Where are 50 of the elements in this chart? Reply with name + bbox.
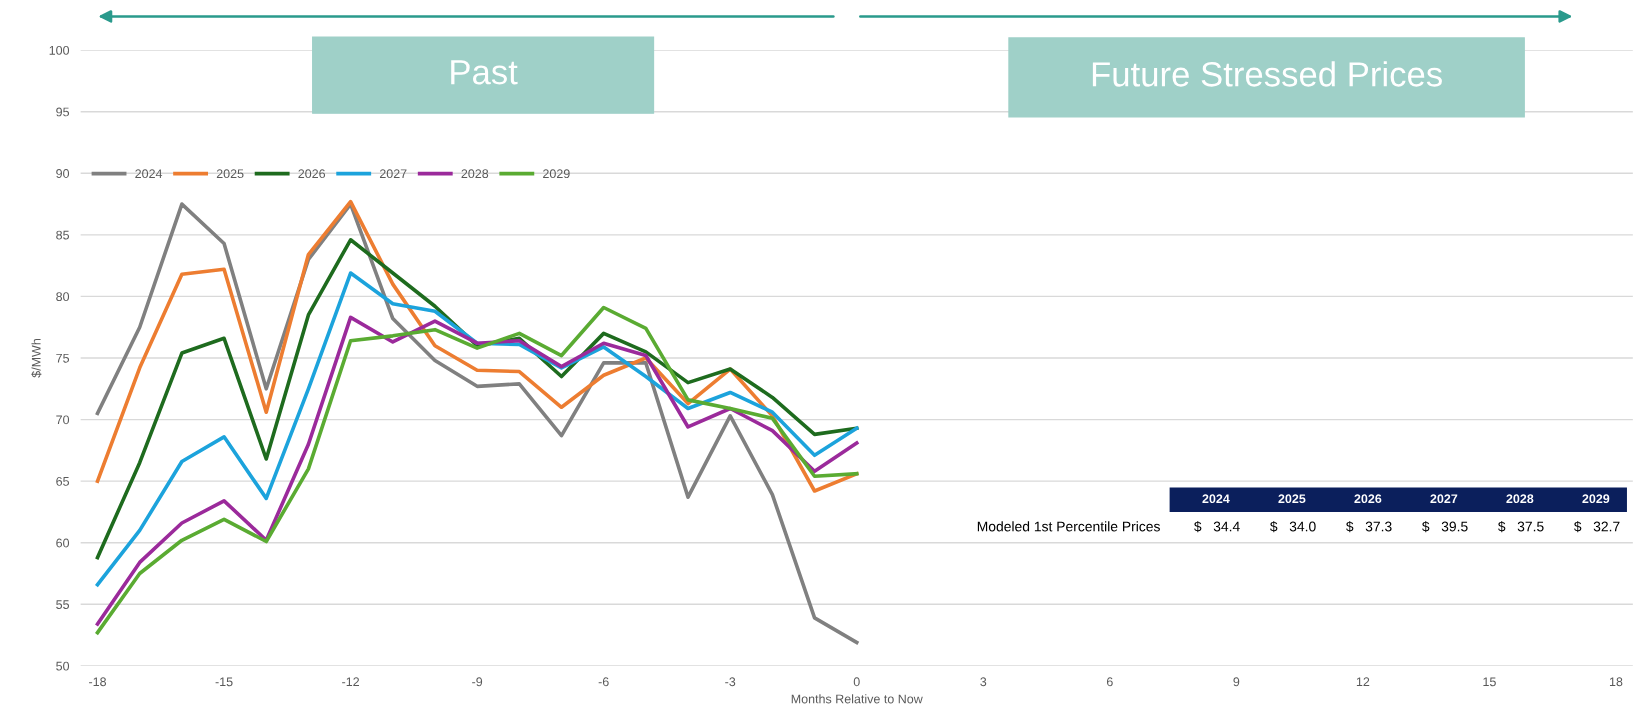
annotation: $ 37.3 [1346, 521, 1392, 533]
annotation: $ 39.5 [1422, 521, 1468, 533]
annotation: 2025 [1278, 494, 1306, 504]
annotation: 2029 [1582, 494, 1610, 504]
x-tick-label: 6 [1106, 677, 1113, 687]
y-tick-label: 70 [56, 415, 70, 425]
x-tick-label: -12 [342, 677, 359, 687]
annotation: 2028 [1506, 494, 1534, 504]
legend-label: 2025 [216, 169, 244, 179]
legend-label: 2026 [298, 169, 326, 179]
annotation: Modeled 1st Percentile Prices [977, 521, 1160, 532]
annotation: Past [451, 60, 518, 85]
y-tick-label: 80 [56, 292, 70, 302]
annotation: 2027 [1430, 494, 1458, 504]
x-tick-label: -15 [215, 677, 233, 687]
legend-label: 2028 [461, 169, 489, 179]
x-tick-label: -9 [472, 677, 483, 687]
x-tick-label: -18 [89, 677, 107, 687]
x-axis-title: Months Relative to Now [791, 694, 923, 704]
y-tick-label: 55 [56, 600, 70, 609]
line-series [95, 199, 859, 493]
x-tick-label: 3 [980, 677, 987, 687]
y-tick-label: 95 [56, 107, 70, 117]
annotation: Future Stressed Prices [1092, 61, 1442, 87]
annotation: 2024 [1202, 494, 1230, 504]
annotation: $ 32.7 [1573, 521, 1620, 533]
annotation: $ 34.0 [1270, 521, 1316, 533]
annotation: 2026 [1354, 494, 1382, 504]
y-tick-label: 100 [49, 45, 70, 55]
annotation: $ 34.4 [1194, 521, 1240, 533]
x-tick-label: -3 [725, 677, 736, 687]
x-tick-label: 9 [1233, 677, 1240, 687]
y-tick-label: 60 [56, 538, 70, 548]
legend-label: 2029 [543, 169, 570, 179]
annotation: $ 37.5 [1498, 521, 1544, 533]
x-tick-label: -6 [598, 677, 609, 687]
x-tick-label: 12 [1356, 677, 1370, 687]
y-tick-label: 75 [56, 353, 70, 363]
y-tick-label: 50 [56, 661, 70, 671]
line-series [95, 271, 859, 587]
x-tick-label: 0 [853, 677, 860, 687]
y-tick-label: 90 [56, 169, 70, 178]
line-series [95, 202, 859, 645]
x-tick-label: 15 [1483, 677, 1496, 687]
legend-label: 2027 [379, 169, 407, 179]
legend-label: 2024 [135, 169, 163, 179]
y-axis-title: $/MWh [31, 339, 42, 378]
y-tick-label: 65 [56, 476, 70, 486]
y-tick-label: 85 [56, 230, 70, 240]
x-tick-label: 18 [1609, 677, 1623, 687]
